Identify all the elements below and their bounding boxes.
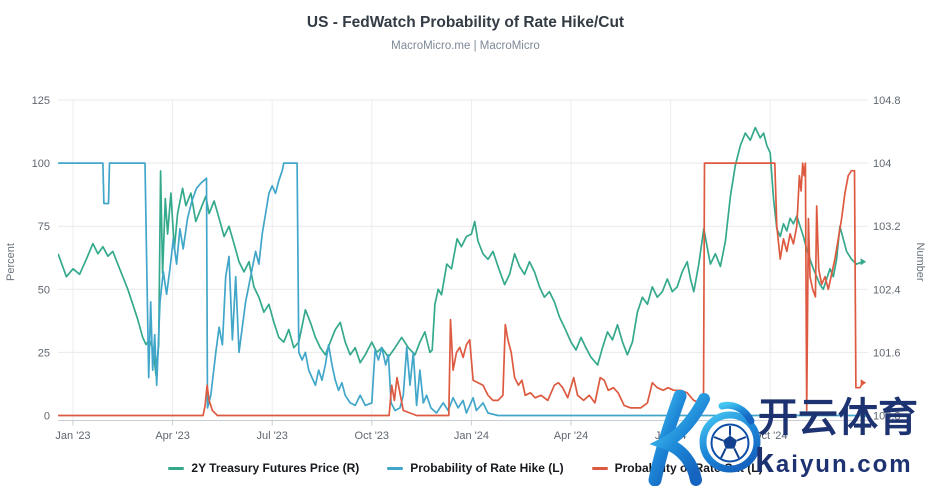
legend-dash-price-icon <box>168 466 185 470</box>
series-end-marker-cut <box>860 379 867 387</box>
legend-item-probability-rate-hike[interactable]: Probability of Rate Hike (L) <box>387 461 564 475</box>
series-end-marker-hike <box>862 412 868 419</box>
axis-tick-label: 103.2 <box>873 221 901 233</box>
axis-tick-label: Jul '23 <box>256 430 287 442</box>
axis-tick-label: Oct '24 <box>753 430 788 442</box>
chart-subtitle: MacroMicro.me | MacroMicro <box>391 40 540 52</box>
axis-tick-label: 104 <box>873 158 891 170</box>
legend-dash-hike-icon <box>387 466 404 470</box>
y-axis-right-title: Number <box>914 242 926 281</box>
axis-tick-label: Jan '24 <box>454 430 489 442</box>
axis-tick-label: Jan '23 <box>55 430 90 442</box>
axis-tick-label: 102.4 <box>873 284 901 296</box>
axis-tick-label: Jul '24 <box>655 430 686 442</box>
legend-label-hike: Probability of Rate Hike (L) <box>410 461 564 475</box>
y-axis-left-labels: 0 25 50 75 100 125 <box>32 95 50 423</box>
axis-tick-label: Oct '23 <box>355 430 390 442</box>
chart-title: US - FedWatch Probability of Rate Hike/C… <box>306 14 625 31</box>
series-end-marker-price2y <box>860 258 867 266</box>
axis-tick-label: 75 <box>38 221 50 233</box>
axis-tick-label: 125 <box>32 95 50 107</box>
axis-tick-label: Apr '24 <box>554 430 589 442</box>
x-axis <box>58 420 868 426</box>
axis-tick-label: 100 <box>32 158 50 170</box>
axis-tick-label: 25 <box>38 347 50 359</box>
legend-item-2y-treasury-futures-price[interactable]: 2Y Treasury Futures Price (R) <box>168 461 359 475</box>
axis-tick-label: 50 <box>38 284 50 296</box>
series-line-cut <box>58 162 864 417</box>
x-axis-labels: Jan '23 Apr '23 Jul '23 Oct '23 Jan '24 Apr '… <box>55 430 787 442</box>
legend-label-cut: Probability of Rate Cut (L) <box>614 461 763 475</box>
y-axis-right-labels: 100.8 101.6 102.4 103.2 104 104.8 <box>873 95 901 423</box>
legend-item-probability-rate-cut[interactable]: Probability of Rate Cut (L) <box>591 461 763 475</box>
axis-tick-label: 100.8 <box>873 411 901 423</box>
y-axis-left-title: Percent <box>5 243 17 281</box>
axis-tick-label: 0 <box>44 411 50 423</box>
vertical-gridlines <box>72 100 771 421</box>
series-line-price2y <box>58 126 864 377</box>
legend-label-price: 2Y Treasury Futures Price (R) <box>191 461 360 475</box>
series-line-hike <box>58 162 865 417</box>
axis-tick-label: Apr '23 <box>155 430 190 442</box>
axis-tick-label: 101.6 <box>873 347 901 359</box>
horizontal-gridlines <box>58 99 868 353</box>
legend: 2Y Treasury Futures Price (R) Probabilit… <box>0 461 931 475</box>
legend-dash-cut-icon <box>591 466 608 470</box>
axis-tick-label: 104.8 <box>873 95 901 107</box>
